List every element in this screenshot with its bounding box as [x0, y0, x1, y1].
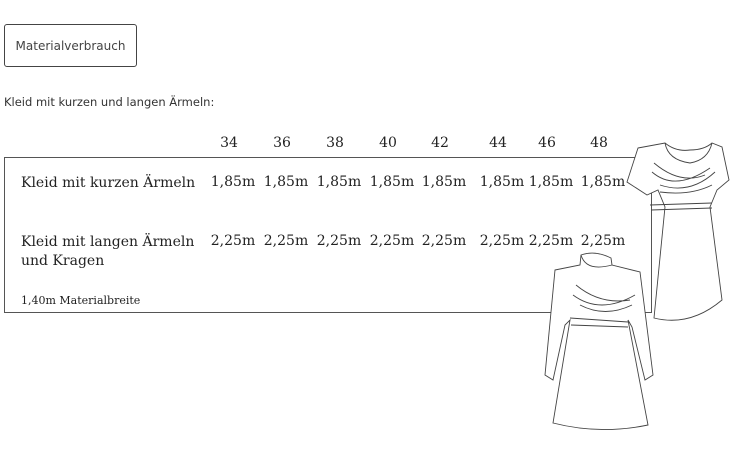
size-header-46: 46 [538, 135, 556, 151]
size-header-48: 48 [590, 135, 608, 151]
materialverbrauch-button[interactable]: Materialverbrauch [4, 24, 137, 67]
intro-text: Kleid mit kurzen und langen Ärmeln: [4, 95, 215, 109]
table-cell: 1,85m [421, 174, 467, 190]
size-header-34: 34 [220, 135, 238, 151]
material-table [4, 157, 652, 313]
size-header-40: 40 [379, 135, 397, 151]
table-cell: 2,25m [421, 233, 467, 249]
size-header-42: 42 [431, 135, 449, 151]
size-header-38: 38 [326, 135, 344, 151]
table-cell: 2,25m [369, 233, 415, 249]
table-cell: 1,85m [580, 174, 626, 190]
row-label-short: Kleid mit kurzen Ärmeln [21, 175, 196, 191]
table-cell: 2,25m [580, 233, 626, 249]
size-header-36: 36 [273, 135, 291, 151]
table-cell: 1,85m [210, 174, 256, 190]
table-cell: 2,25m [528, 233, 574, 249]
row-label-long-line1: Kleid mit langen Ärmeln [21, 234, 195, 250]
table-cell: 1,85m [263, 174, 309, 190]
table-cell: 2,25m [210, 233, 256, 249]
table-cell: 1,85m [479, 174, 525, 190]
size-header-44: 44 [489, 135, 507, 151]
row-label-long: Kleid mit langen Ärmeln und Kragen [21, 233, 194, 271]
long-sleeve-dress-illustration [544, 252, 654, 430]
table-cell: 2,25m [316, 233, 362, 249]
table-cell: 1,85m [316, 174, 362, 190]
material-width-note: 1,40m Materialbreite [21, 294, 141, 307]
table-cell: 1,85m [528, 174, 574, 190]
table-cell: 1,85m [369, 174, 415, 190]
row-label-long-line2: und Kragen [21, 253, 105, 269]
short-sleeve-dress-illustration [626, 142, 730, 321]
table-cell: 2,25m [479, 233, 525, 249]
table-cell: 2,25m [263, 233, 309, 249]
